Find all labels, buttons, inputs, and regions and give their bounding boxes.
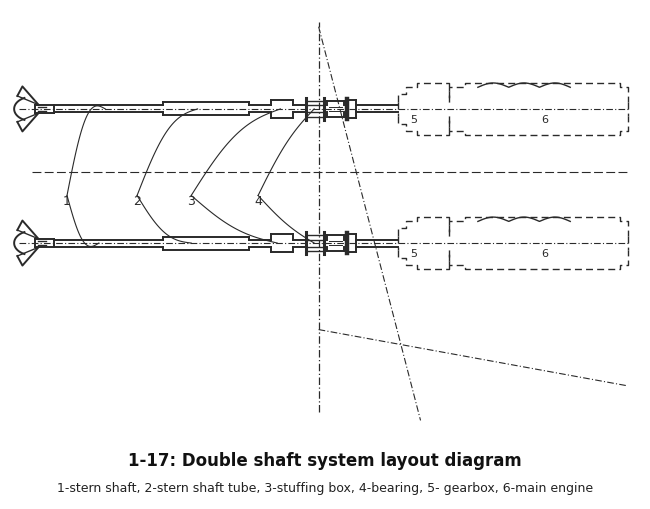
Text: 6: 6 [541, 249, 548, 259]
Text: 2: 2 [133, 195, 141, 209]
Text: 5: 5 [411, 115, 418, 125]
Text: 4: 4 [254, 195, 262, 209]
Text: 5: 5 [411, 249, 418, 259]
Text: 1-stern shaft, 2-stern shaft tube, 3-stuffing box, 4-bearing, 5- gearbox, 6-main: 1-stern shaft, 2-stern shaft tube, 3-stu… [57, 482, 593, 495]
Text: 3: 3 [187, 195, 195, 209]
Text: 6: 6 [541, 115, 548, 125]
Text: 1: 1 [63, 195, 71, 209]
Text: 1-17: Double shaft system layout diagram: 1-17: Double shaft system layout diagram [128, 451, 522, 470]
